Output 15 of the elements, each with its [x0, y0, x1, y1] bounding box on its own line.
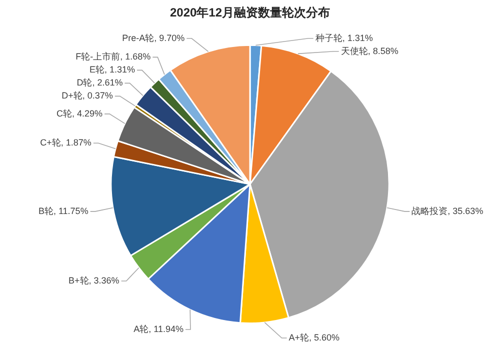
slice-label: 天使轮, 8.58%: [340, 46, 398, 56]
slice-label: A轮, 11.94%: [134, 324, 184, 334]
slice-label: D+轮, 0.37%: [62, 90, 113, 101]
slice-label: B+轮, 3.36%: [68, 275, 120, 286]
slice-label: E轮, 1.31%: [89, 64, 135, 75]
slice-label: B轮, 11.75%: [38, 206, 88, 216]
slice-label: D轮, 2.61%: [76, 78, 123, 88]
slice-label: 战略投资, 35.63%: [412, 206, 484, 216]
slice-label: F轮-上市前, 1.68%: [76, 52, 151, 62]
slice-label: 种子轮, 1.31%: [315, 32, 373, 43]
slice-label: C+轮, 1.87%: [40, 138, 92, 148]
slice-label: C轮, 4.29%: [56, 108, 103, 118]
chart-title: 2020年12月融资数量轮次分布: [170, 6, 330, 20]
slice-label: A+轮, 5.60%: [288, 332, 340, 342]
slice-label: Pre-A轮, 9.70%: [122, 32, 185, 43]
